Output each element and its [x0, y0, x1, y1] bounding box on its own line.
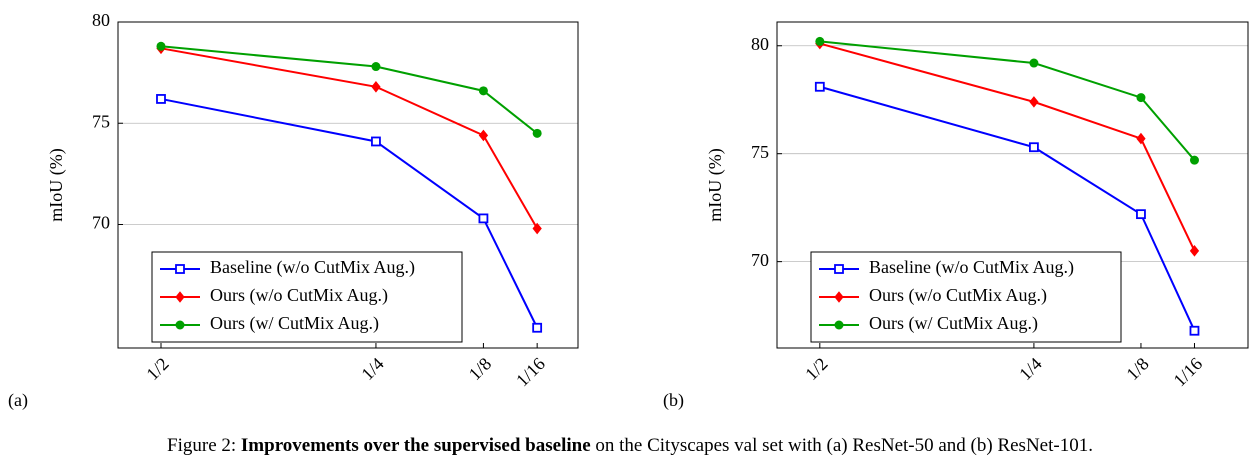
marker	[1029, 142, 1039, 153]
marker	[1136, 209, 1146, 220]
x-tick-label: 1/4	[357, 354, 387, 384]
marker	[532, 128, 542, 138]
caption-label: Figure 2:	[167, 435, 236, 456]
legend-marker	[175, 291, 185, 303]
marker	[156, 41, 166, 51]
caption: Figure 2: Improvements over the supervis…	[167, 435, 1093, 456]
y-tick-label: 80	[92, 10, 110, 30]
y-tick-label: 75	[92, 111, 110, 131]
plot-frame	[776, 21, 1249, 349]
marker	[156, 94, 166, 104]
legend-label: Baseline (w/o CutMix Aug.)	[869, 257, 1074, 278]
panel-label: (b)	[663, 390, 684, 411]
marker	[532, 322, 543, 333]
legend-label: Ours (w/o CutMix Aug.)	[210, 285, 388, 306]
legend-label: Ours (w/o CutMix Aug.)	[869, 285, 1047, 306]
marker	[815, 36, 825, 46]
plot-frame	[117, 21, 579, 349]
series-line	[819, 42, 1196, 252]
marker	[478, 86, 488, 96]
y-axis-label: mIoU (%)	[705, 148, 726, 221]
x-tick-label: 1/4	[1015, 354, 1045, 384]
marker	[1189, 155, 1199, 165]
series-line	[819, 40, 1196, 161]
legend-box	[151, 251, 463, 343]
x-tick-label: 1/8	[465, 354, 495, 384]
marker	[1136, 132, 1146, 145]
marker	[1029, 58, 1039, 68]
y-tick-label: 75	[751, 142, 769, 162]
legend-marker	[175, 264, 185, 274]
marker	[1189, 325, 1200, 336]
x-tick-label: 1/8	[1122, 354, 1152, 384]
series-line	[819, 85, 1196, 332]
marker	[371, 62, 381, 72]
legend-label: Baseline (w/o CutMix Aug.)	[210, 257, 415, 278]
marker	[1136, 93, 1146, 103]
marker	[371, 80, 381, 93]
caption-text: on the Cityscapes val set with (a) ResNe…	[595, 435, 1093, 456]
legend-marker	[834, 264, 844, 274]
panel-label: (a)	[8, 390, 28, 411]
marker	[532, 222, 542, 235]
legend-label: Ours (w/ CutMix Aug.)	[869, 313, 1038, 334]
series-line	[160, 45, 538, 135]
legend-label: Ours (w/ CutMix Aug.)	[210, 313, 379, 334]
series-line	[160, 97, 539, 329]
y-tick-label: 80	[751, 34, 769, 54]
y-tick-label: 70	[92, 213, 110, 233]
marker	[814, 81, 825, 92]
marker	[478, 213, 489, 224]
legend-box	[810, 251, 1122, 343]
legend-marker	[834, 320, 844, 330]
marker	[1029, 96, 1039, 108]
legend-marker	[175, 320, 185, 330]
series-line	[160, 47, 539, 230]
x-tick-label: 1/16	[512, 354, 549, 391]
legend-marker	[834, 291, 844, 303]
marker	[371, 136, 381, 147]
x-tick-label: 1/16	[1169, 354, 1206, 391]
y-tick-label: 70	[751, 250, 769, 270]
y-axis-label: mIoU (%)	[46, 148, 67, 221]
marker	[478, 129, 489, 142]
x-tick-label: 1/2	[801, 354, 831, 384]
x-tick-label: 1/2	[142, 354, 172, 384]
caption-bold: Improvements over the supervised baselin…	[241, 435, 591, 456]
marker	[1189, 245, 1200, 257]
